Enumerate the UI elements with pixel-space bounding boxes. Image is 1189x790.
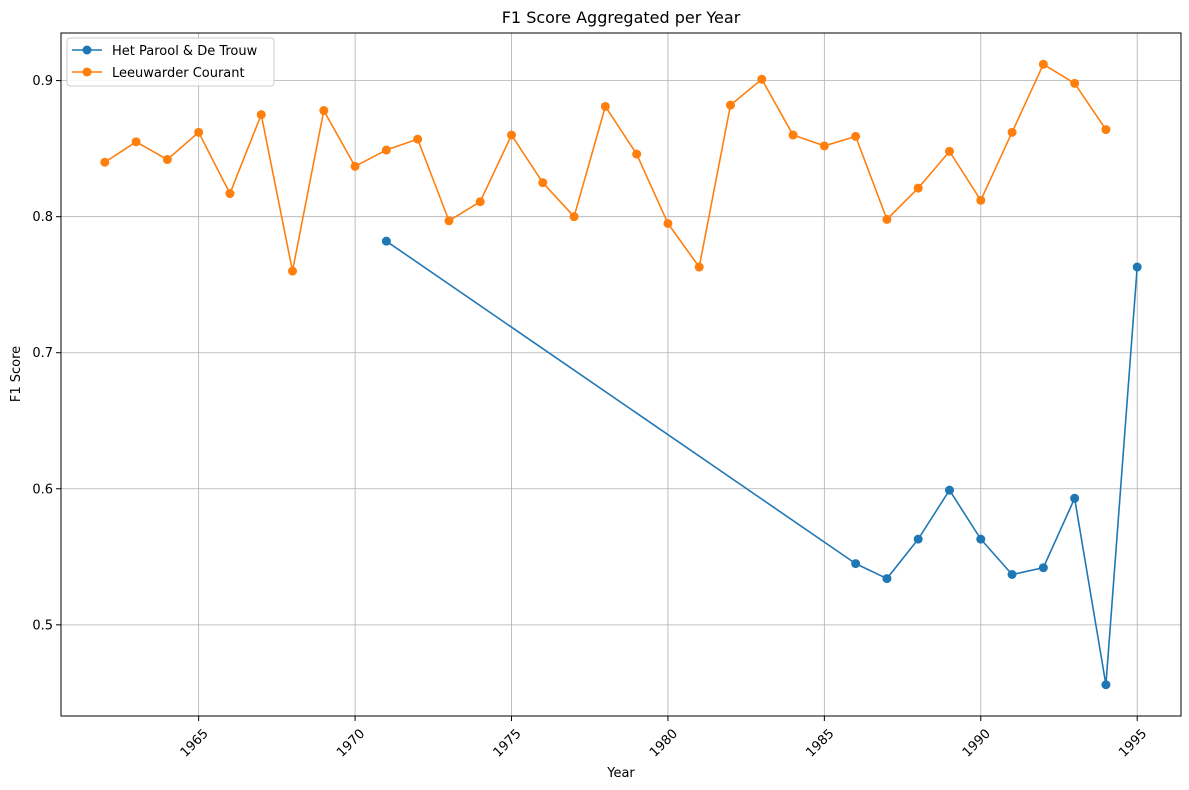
data-point <box>256 110 266 120</box>
data-point <box>194 127 204 137</box>
series-1 <box>100 59 1111 276</box>
data-point <box>1101 680 1111 690</box>
data-point <box>913 183 923 193</box>
data-point <box>100 157 110 167</box>
data-point <box>1007 127 1017 137</box>
data-point <box>507 130 517 140</box>
series-layer <box>100 59 1142 690</box>
data-point <box>788 130 798 140</box>
series-line <box>104 63 1107 272</box>
data-point <box>225 189 235 199</box>
legend-label-het-parool: Het Parool & De Trouw <box>112 44 258 59</box>
y-axis: 0.5 0.6 0.7 0.8 0.9 <box>32 74 61 633</box>
data-point <box>851 131 861 141</box>
data-point <box>381 236 391 246</box>
data-point <box>757 74 767 84</box>
y-tick-label: 0.7 <box>32 346 53 361</box>
x-tick-label: 1990 <box>960 726 994 760</box>
x-axis: 1965 1970 1975 1980 1985 1990 1995 <box>178 716 1150 760</box>
data-point <box>1070 493 1080 503</box>
data-point <box>882 574 892 584</box>
legend: Het Parool & De Trouw Leeuwarder Courant <box>66 37 275 87</box>
data-point <box>319 106 329 116</box>
x-tick-label: 1965 <box>178 726 212 760</box>
series-0 <box>381 236 1142 690</box>
chart-title: F1 Score Aggregated per Year <box>502 8 741 27</box>
data-point <box>1101 125 1111 135</box>
data-point <box>913 534 923 544</box>
data-point <box>944 485 954 495</box>
legend-label-leeuwarder: Leeuwarder Courant <box>112 66 245 81</box>
data-point <box>851 559 861 569</box>
legend-marker-het-parool <box>82 45 92 55</box>
data-point <box>162 155 172 165</box>
data-point <box>1132 262 1142 272</box>
y-tick-label: 0.6 <box>32 482 53 497</box>
series-line <box>385 240 1138 686</box>
data-point <box>1007 570 1017 580</box>
data-point <box>381 145 391 155</box>
data-point <box>600 101 610 111</box>
data-point <box>444 216 454 226</box>
data-point <box>1038 59 1048 69</box>
data-point <box>569 212 579 222</box>
data-point <box>1038 563 1048 573</box>
x-axis-label: Year <box>606 766 635 781</box>
data-point <box>819 141 829 151</box>
data-point <box>882 214 892 224</box>
plot-frame <box>60 32 1182 717</box>
x-tick-label: 1970 <box>334 726 368 760</box>
y-tick-label: 0.8 <box>32 210 53 225</box>
y-axis-label: F1 Score <box>9 346 24 402</box>
data-point <box>694 262 704 272</box>
y-tick-label: 0.9 <box>32 74 53 89</box>
data-point <box>131 137 141 147</box>
data-point <box>413 134 423 144</box>
data-point <box>1070 78 1080 88</box>
x-tick-label: 1980 <box>647 726 681 760</box>
x-tick-label: 1975 <box>491 726 525 760</box>
data-point <box>944 146 954 156</box>
data-point <box>976 195 986 205</box>
data-point <box>350 161 360 171</box>
data-point <box>976 534 986 544</box>
x-tick-label: 1995 <box>1116 726 1150 760</box>
data-point <box>663 218 673 228</box>
data-point <box>725 100 735 110</box>
legend-marker-leeuwarder <box>82 67 92 77</box>
data-point <box>538 178 548 188</box>
data-point <box>475 197 485 207</box>
data-point <box>632 149 642 159</box>
legend-box <box>66 37 275 87</box>
x-tick-label: 1985 <box>803 726 837 760</box>
data-point <box>288 266 298 276</box>
y-tick-label: 0.5 <box>32 618 53 633</box>
